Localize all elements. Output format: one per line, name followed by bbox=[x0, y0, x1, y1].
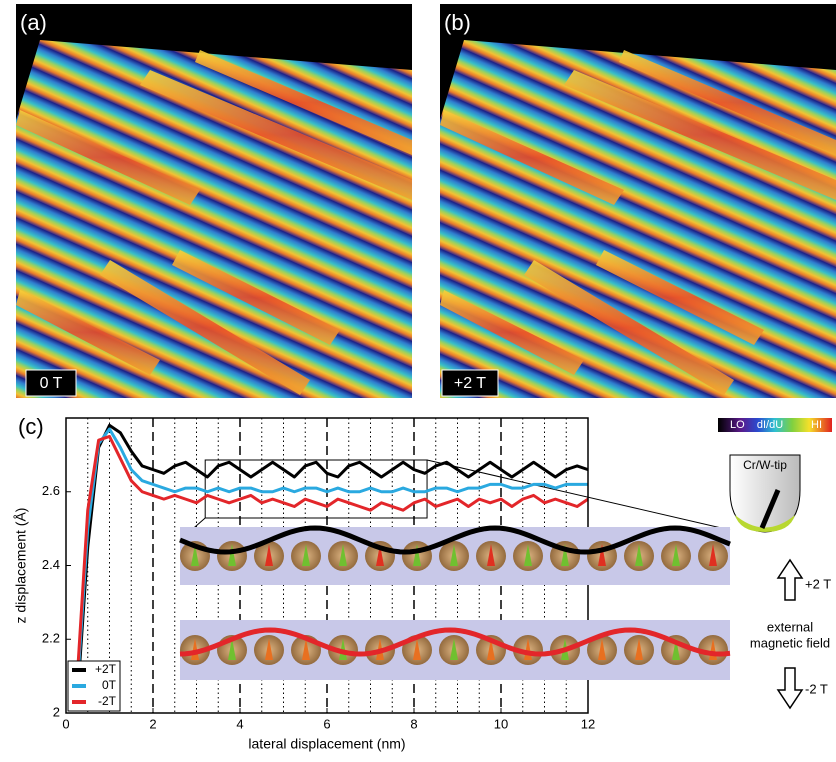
tip-label: Cr/W-tip bbox=[743, 458, 787, 472]
legend-label: +2T bbox=[95, 662, 117, 676]
field-label: 0 T bbox=[40, 375, 63, 392]
panel-b: +2 T (b) bbox=[440, 4, 836, 398]
field-up: +2 T bbox=[805, 576, 831, 591]
colorbar-lo: LO bbox=[730, 419, 745, 431]
field-caption: external bbox=[767, 619, 813, 634]
legend-label: -2T bbox=[98, 694, 117, 708]
x-tick-label: 2 bbox=[149, 716, 156, 731]
field-down: -2 T bbox=[805, 681, 828, 696]
panel-letter: (b) bbox=[444, 10, 471, 35]
x-axis-label: lateral displacement (nm) bbox=[248, 736, 405, 752]
x-tick-label: 10 bbox=[494, 716, 508, 731]
colorbar-hi: HI bbox=[811, 419, 822, 431]
figure: 0 T (a) +2 T (b) (c) LO dI/dU HI Cr/W-ti… bbox=[0, 0, 836, 757]
panel-letter: (a) bbox=[20, 10, 47, 35]
panel-letter: (c) bbox=[18, 414, 44, 439]
panel-a: 0 T (a) bbox=[16, 4, 412, 398]
y-axis-label: z displacement (Å) bbox=[13, 508, 29, 624]
tip: Cr/W-tip +2 T external magnetic field -2… bbox=[730, 455, 831, 708]
x-tick-label: 4 bbox=[236, 716, 243, 731]
colorbar-label: dI/dU bbox=[757, 419, 783, 431]
x-tick-label: 0 bbox=[62, 716, 69, 731]
legend-label: 0T bbox=[102, 678, 117, 692]
field-label: +2 T bbox=[454, 375, 486, 392]
y-tick-label: 2.6 bbox=[42, 483, 60, 498]
y-tick-label: 2.2 bbox=[42, 631, 60, 646]
x-tick-label: 8 bbox=[410, 716, 417, 731]
y-tick-label: 2.4 bbox=[42, 557, 60, 572]
x-tick-label: 6 bbox=[323, 716, 330, 731]
y-tick-label: 2 bbox=[53, 704, 60, 719]
colorbar: LO dI/dU HI bbox=[718, 418, 832, 432]
field-caption: magnetic field bbox=[750, 635, 830, 650]
x-tick-label: 12 bbox=[581, 716, 595, 731]
